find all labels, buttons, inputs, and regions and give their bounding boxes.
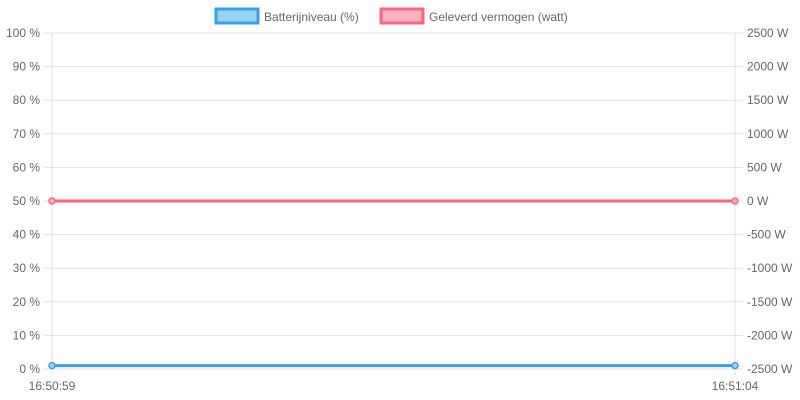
y-axis-left: 0 % 10 % 20 % 30 % 40 % 50 % 60 % 70 % 80 % 90 % 1… bbox=[6, 26, 52, 376]
y-right-tick-label: -2500 W bbox=[747, 362, 793, 376]
x-axis: 16:50:59 16:51:04 bbox=[29, 379, 759, 393]
data-point-1[interactable] bbox=[48, 197, 56, 205]
y-left-tick-label: 50 % bbox=[13, 194, 41, 208]
y-left-tick-label: 40 % bbox=[13, 228, 41, 242]
y-left-tick-label: 10 % bbox=[13, 328, 41, 342]
y-right-tick-label: -500 W bbox=[747, 228, 786, 242]
x-tick-label: 16:50:59 bbox=[29, 379, 76, 393]
y-axis-right: -2500 W -2000 W -1500 W -1000 W -500 W 0 W 500… bbox=[735, 26, 793, 376]
legend-label-power: Geleverd vermogen (watt) bbox=[429, 10, 568, 24]
series-layer bbox=[48, 197, 739, 370]
y-right-tick-label: -1500 W bbox=[747, 295, 793, 309]
legend-label-battery: Batterijniveau (%) bbox=[264, 10, 359, 24]
data-point-0[interactable] bbox=[48, 361, 56, 370]
data-point-1[interactable] bbox=[731, 197, 739, 205]
y-left-tick-label: 20 % bbox=[13, 295, 41, 309]
y-left-tick-label: 80 % bbox=[13, 93, 41, 107]
grid bbox=[51, 32, 736, 375]
y-right-tick-label: 2000 W bbox=[747, 60, 789, 74]
legend-item-power[interactable]: Geleverd vermogen (watt) bbox=[379, 7, 568, 25]
legend-item-battery[interactable]: Batterijniveau (%) bbox=[214, 7, 359, 25]
x-tick-label: 16:51:04 bbox=[712, 379, 759, 393]
y-left-tick-label: 100 % bbox=[6, 26, 40, 40]
y-right-tick-label: -1000 W bbox=[747, 261, 793, 275]
y-left-tick-label: 0 % bbox=[19, 362, 40, 376]
y-left-tick-label: 60 % bbox=[13, 160, 41, 174]
y-right-tick-label: -2000 W bbox=[747, 328, 793, 342]
legend: Batterijniveau (%) Geleverd vermogen (wa… bbox=[214, 7, 568, 25]
legend-swatch-power bbox=[379, 7, 425, 25]
y-left-tick-label: 90 % bbox=[13, 60, 41, 74]
y-left-tick-label: 70 % bbox=[13, 127, 41, 141]
data-point-0[interactable] bbox=[731, 361, 739, 370]
y-right-tick-label: 1500 W bbox=[747, 93, 789, 107]
y-left-tick-label: 30 % bbox=[13, 261, 41, 275]
y-right-tick-label: 2500 W bbox=[747, 26, 789, 40]
legend-swatch-battery bbox=[214, 7, 260, 25]
y-right-tick-label: 0 W bbox=[747, 194, 769, 208]
y-right-tick-label: 1000 W bbox=[747, 127, 789, 141]
y-right-tick-label: 500 W bbox=[747, 160, 782, 174]
